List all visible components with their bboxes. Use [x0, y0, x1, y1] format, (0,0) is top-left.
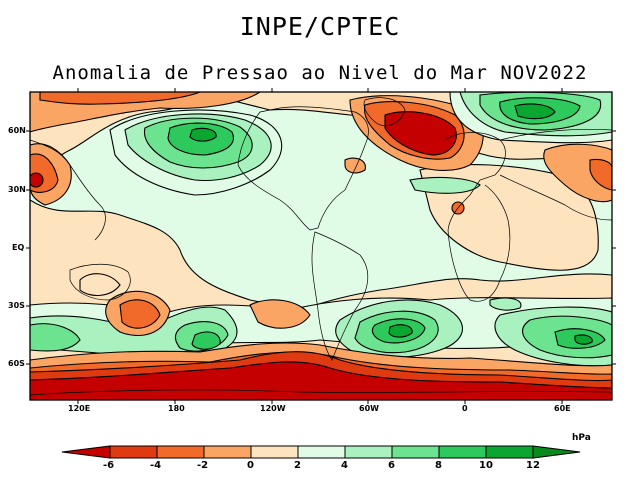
colorbar-tick-label: -6 — [103, 460, 115, 471]
colorbar-tick-label: 4 — [341, 460, 348, 471]
anomaly-region-pos-small — [409, 176, 481, 194]
lon-label: 120W — [260, 404, 286, 413]
anomaly-region-neg-extreme — [30, 172, 44, 188]
colorbar-segment — [203, 445, 252, 459]
lon-label: 120E — [68, 404, 91, 413]
colorbar — [61, 445, 581, 459]
coastline-outlines — [30, 97, 612, 396]
anomaly-region-neg-small — [79, 273, 121, 296]
lon-ticks — [77, 88, 563, 404]
lat-label: 60N — [8, 126, 26, 135]
anomaly-region-pos-small — [489, 297, 522, 311]
colorbar-segment — [344, 445, 393, 459]
lat-label: EQ — [12, 243, 25, 252]
anomaly-region-pos-peak — [189, 127, 217, 142]
colorbar-tick-label: 10 — [479, 460, 493, 471]
anomaly-region-neg-mid — [344, 157, 366, 174]
colorbar-segment — [156, 445, 205, 459]
lat-label: 30S — [8, 301, 25, 310]
anomaly-region-pos-peak — [514, 103, 556, 120]
lon-label: 0 — [462, 404, 468, 413]
colorbar-segment — [297, 445, 346, 459]
lon-label: 60W — [359, 404, 379, 413]
anomaly-region-pos-high — [30, 323, 81, 352]
colorbar-tick-label: -2 — [197, 460, 209, 471]
lat-label: 30N — [8, 185, 26, 194]
lat-ticks — [26, 130, 616, 365]
colorbar-tick-label: -4 — [150, 460, 162, 471]
lon-label: 60E — [554, 404, 571, 413]
colorbar-tick-label: 12 — [526, 460, 540, 471]
colorbar-segment — [391, 445, 440, 459]
institution-title: INPE/CPTEC — [239, 12, 401, 41]
colorbar-segment — [61, 445, 111, 459]
lon-label: 180 — [168, 404, 185, 413]
lat-label: 60S — [8, 359, 25, 368]
colorbar-tick-label: 0 — [247, 460, 254, 471]
anomaly-region-neg-strong — [589, 158, 612, 191]
colorbar-segment — [438, 445, 487, 459]
anomaly-region-pos-peak — [191, 331, 221, 350]
colorbar-segment — [250, 445, 299, 459]
map-frame — [29, 91, 613, 401]
anomaly-region-pos-peak — [388, 324, 413, 338]
colorbar-tick-label: 6 — [388, 460, 395, 471]
colorbar-segment — [485, 445, 534, 459]
colorbar-segment — [532, 445, 581, 459]
colorbar-tick-label: 2 — [294, 460, 301, 471]
anomaly-region-neg-extreme — [384, 111, 457, 156]
anomaly-region-pos-peak — [574, 334, 593, 345]
anomaly-region-neg-extreme — [30, 361, 612, 400]
colorbar-segment — [109, 445, 158, 459]
anomaly-region-neg-mid — [249, 299, 311, 329]
anomaly-region-neg-strong — [119, 299, 161, 329]
colorbar-tick-label: 8 — [435, 460, 442, 471]
colorbar-units: hPa — [572, 433, 591, 443]
anomaly-region-neg-strong — [39, 92, 201, 105]
map-subtitle: Anomalia de Pressao ao Nivel do Mar NOV2… — [52, 62, 588, 84]
anomaly-region-neg-mid — [543, 143, 612, 203]
